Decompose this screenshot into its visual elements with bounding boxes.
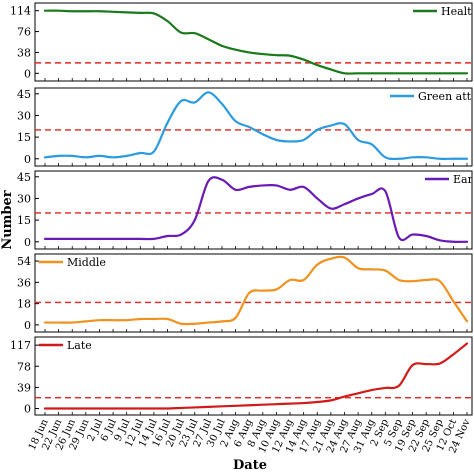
- y-tick-label: 18: [17, 298, 31, 311]
- panel-frame: [34, 170, 473, 250]
- legend-label: Middle: [67, 256, 106, 269]
- legend-label: Healthy: [441, 5, 474, 18]
- y-tick-label: 0: [24, 319, 31, 332]
- x-axis-label: Date: [233, 458, 267, 473]
- y-tick-label: 0: [24, 67, 31, 80]
- y-tick-label: 45: [17, 88, 31, 101]
- y-tick-label: 0: [24, 236, 31, 249]
- y-tick-label: 114: [10, 5, 31, 18]
- y-tick-label: 36: [17, 276, 31, 289]
- y-tick-label: 15: [17, 214, 31, 227]
- y-tick-label: 0: [24, 153, 31, 166]
- series-line-early: [43, 176, 469, 243]
- series-line-healthy: [43, 9, 469, 75]
- legend: Late: [39, 339, 92, 352]
- legend-label: Late: [67, 339, 92, 352]
- panel-frame: [34, 253, 473, 333]
- series-line-late: [43, 342, 469, 410]
- y-tick-label: 39: [17, 381, 31, 394]
- legend-label: Green attack: [418, 90, 474, 103]
- panel-4: 0 18 36 54 Middle: [17, 253, 473, 333]
- panel-frame: [34, 87, 473, 167]
- y-tick-label: 30: [17, 109, 31, 122]
- panels: 0 38 76 114 Healthy 0 15 30 45 Green attack 0 15 30 4…: [10, 2, 474, 416]
- y-tick-label: 15: [17, 131, 31, 144]
- y-tick-label: 0: [24, 403, 31, 416]
- y-tick-label: 54: [17, 255, 31, 268]
- panel-5: 0 39 78 117 Late: [10, 336, 473, 416]
- y-tick-label: 78: [17, 360, 31, 373]
- legend: Healthy: [413, 5, 474, 18]
- y-tick-label: 45: [17, 171, 31, 184]
- series-line-green-attack: [43, 91, 469, 161]
- y-tick-label: 30: [17, 192, 31, 205]
- y-tick-label: 117: [10, 339, 31, 352]
- panel-frame: [34, 336, 473, 416]
- legend: Green attack: [390, 90, 474, 103]
- y-axis-label: Number: [0, 190, 15, 249]
- panel-3: 0 15 30 45 Early: [17, 170, 474, 250]
- panel-2: 0 15 30 45 Green attack: [17, 87, 474, 167]
- legend: Early: [425, 173, 474, 186]
- panel-1: 0 38 76 114 Healthy: [10, 2, 474, 82]
- legend: Middle: [39, 256, 106, 269]
- series-line-middle: [43, 255, 469, 326]
- y-tick-label: 38: [17, 46, 31, 59]
- panel-frame: [34, 2, 473, 82]
- legend-label: Early: [453, 173, 474, 186]
- y-tick-label: 76: [17, 26, 31, 39]
